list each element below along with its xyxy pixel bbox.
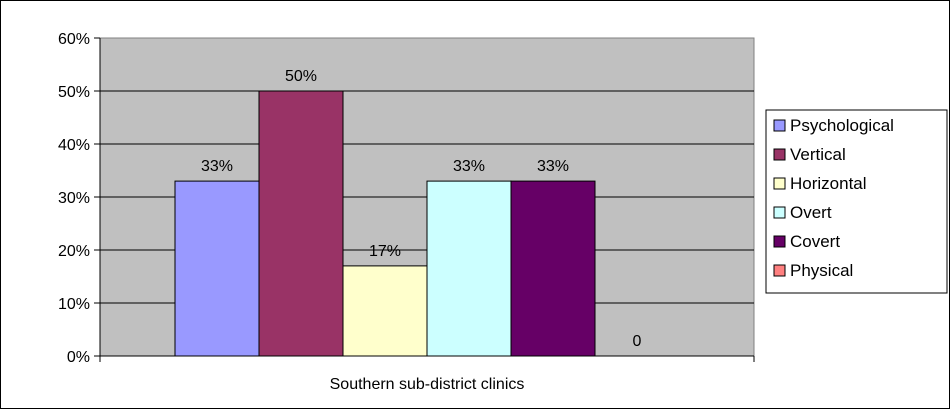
legend-label-vertical: Vertical xyxy=(790,145,846,164)
legend-swatch-psychological xyxy=(773,119,786,132)
legend-swatch-vertical xyxy=(773,148,786,161)
bar-overt xyxy=(426,180,512,357)
legend-label-physical: Physical xyxy=(790,261,853,280)
data-label-psychological: 33% xyxy=(201,158,233,175)
y-tick-label: 30% xyxy=(58,190,90,207)
y-tick-label: 50% xyxy=(58,84,90,101)
legend-label-covert: Covert xyxy=(790,232,840,251)
data-label-horizontal: 17% xyxy=(369,243,401,260)
data-labels: 33% 50% 17% 33% 33% 0 xyxy=(201,68,642,350)
data-label-overt: 33% xyxy=(453,158,485,175)
legend-swatch-physical xyxy=(773,264,786,277)
legend-box xyxy=(765,109,948,294)
y-tick-label: 60% xyxy=(58,31,90,48)
y-axis: 0% 10% 20% 30% 40% 50% 60% xyxy=(58,31,101,366)
x-axis: Southern sub-district clinics xyxy=(99,355,755,393)
legend-label-overt: Overt xyxy=(790,203,832,222)
y-tick-label: 40% xyxy=(58,137,90,154)
legend-swatch-overt xyxy=(773,206,786,219)
bar-psychological xyxy=(174,180,260,357)
y-tick-label: 20% xyxy=(58,243,90,260)
x-category-label: Southern sub-district clinics xyxy=(330,376,525,393)
legend-label-horizontal: Horizontal xyxy=(790,174,867,193)
legend-label-psychological: Psychological xyxy=(790,116,894,135)
bar-horizontal xyxy=(342,265,428,357)
y-tick-label: 10% xyxy=(58,296,90,313)
bar-vertical xyxy=(258,90,344,357)
legend: Psychological Vertical Horizontal Overt Cove… xyxy=(765,109,948,294)
data-label-covert: 33% xyxy=(537,158,569,175)
bars xyxy=(174,90,596,357)
bar-covert xyxy=(510,180,596,357)
data-label-physical: 0 xyxy=(633,333,642,350)
legend-swatch-horizontal xyxy=(773,177,786,190)
data-label-vertical: 50% xyxy=(285,68,317,85)
y-tick-label: 0% xyxy=(67,349,90,366)
legend-swatch-covert xyxy=(773,235,786,248)
